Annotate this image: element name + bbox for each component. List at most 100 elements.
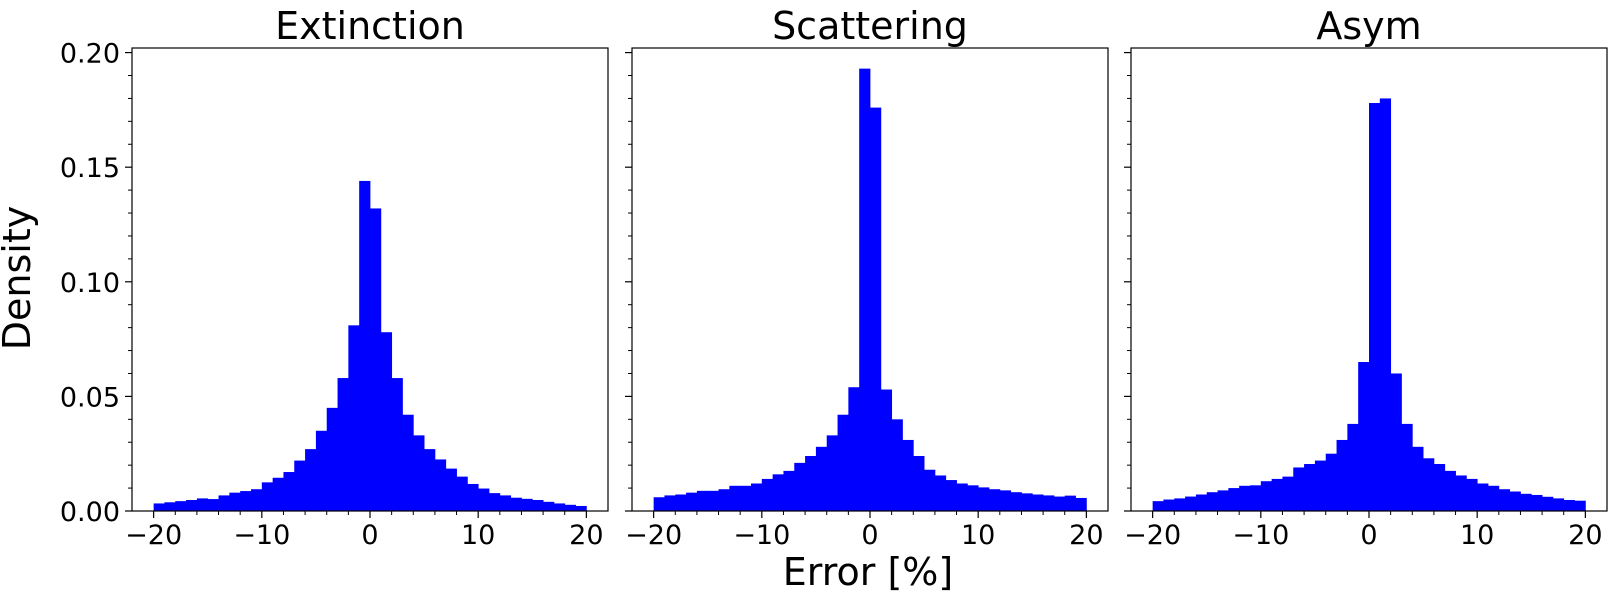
histogram-bar	[772, 474, 784, 511]
subplot-panels: Extinction −20 −10 0 10 20 0.00 0.05 0.10 0.15 0.2…	[60, 4, 1608, 551]
histogram-bar	[207, 499, 219, 511]
histogram-bar	[1314, 460, 1327, 511]
histogram-bar	[1282, 476, 1294, 511]
histogram-bar	[1509, 491, 1521, 511]
histogram-bar	[370, 208, 382, 511]
histogram-bar	[1390, 373, 1402, 511]
histogram-bar	[848, 387, 860, 511]
histogram-bar	[815, 446, 828, 511]
histogram-bar	[999, 490, 1012, 511]
histogram-bar	[1271, 478, 1283, 511]
histogram-bar	[1185, 496, 1197, 511]
histogram-bar	[251, 489, 263, 511]
histogram-bar	[696, 490, 709, 511]
histogram-bar	[1358, 362, 1370, 511]
histogram-bar	[196, 498, 209, 511]
histogram-bar	[294, 460, 306, 511]
histogram-bar	[575, 505, 587, 511]
histogram-bar	[859, 68, 871, 511]
subplot-2: Scattering −20 −10 0 10 20	[625, 4, 1109, 551]
histogram-bar	[1021, 493, 1033, 511]
histogram-bar	[348, 325, 360, 511]
histogram-bar	[1574, 500, 1586, 511]
y-axis-label: Density	[0, 206, 39, 350]
histogram-bar	[1401, 423, 1413, 511]
histogram-bar	[1206, 492, 1218, 511]
histogram-bar	[934, 475, 947, 511]
histogram-bar	[924, 469, 936, 511]
histogram-bar	[1488, 485, 1500, 511]
x-tick-label: 0	[1360, 520, 1377, 551]
histogram-bar	[956, 483, 968, 511]
histogram-bar	[1466, 478, 1478, 511]
x-tick-label: 10	[1460, 520, 1494, 551]
histogram-bar	[1563, 500, 1575, 511]
histogram-bar	[402, 414, 414, 511]
histogram-bar	[553, 503, 566, 511]
histogram-bar	[902, 439, 914, 511]
histogram-bar	[751, 483, 763, 511]
histogram-bar	[543, 501, 555, 511]
histogram-bar	[1195, 494, 1208, 511]
histogram-bar	[761, 478, 774, 511]
subplot-3: Asym −20 −10 0 10 20	[1124, 4, 1608, 551]
histogram-bar	[305, 449, 317, 511]
histogram-bar	[240, 491, 252, 511]
histogram-bar	[434, 459, 447, 511]
histogram-bar	[1369, 103, 1381, 511]
histogram-bar	[1531, 494, 1543, 511]
x-tick-label: −20	[1124, 520, 1181, 551]
histogram-bar	[1075, 497, 1087, 511]
histogram-bar	[510, 497, 522, 511]
histogram-bar	[1032, 494, 1044, 511]
histogram-bar	[283, 472, 295, 511]
histogram-bar	[1217, 490, 1229, 511]
histogram-bar	[445, 468, 457, 511]
histogram-bar	[424, 449, 436, 511]
subplot-1: Extinction −20 −10 0 10 20 0.00 0.05 0.10 0.15 0.2…	[60, 4, 609, 551]
y-tick-label: 0.20	[60, 39, 120, 70]
y-tick-label: 0.10	[60, 268, 120, 299]
histogram-bar	[164, 502, 176, 511]
histogram-bar	[413, 435, 425, 511]
histogram-bar	[1250, 485, 1262, 511]
histogram-bar	[978, 487, 990, 511]
histogram-bar	[826, 435, 838, 511]
histogram-bar	[261, 482, 274, 511]
histogram-bar	[1336, 439, 1348, 511]
histogram-bar	[1293, 467, 1305, 511]
histogram-bar	[326, 407, 338, 511]
histogram-bar	[1228, 488, 1240, 511]
histogram-bar	[153, 503, 165, 511]
histogram-bar	[489, 493, 501, 511]
histogram-bar	[1174, 498, 1186, 511]
subplot-title: Extinction	[275, 4, 465, 48]
histogram-bar	[1455, 475, 1467, 511]
histogram-bar	[1152, 501, 1164, 511]
x-tick-label: 10	[461, 520, 495, 551]
histogram-bar	[359, 180, 371, 511]
histogram-bar	[783, 470, 795, 511]
histogram-bar	[564, 504, 576, 511]
histogram-bar	[478, 488, 490, 511]
histogram-bar	[913, 455, 925, 511]
histogram-bar	[456, 476, 468, 511]
histogram-bar	[1498, 489, 1511, 511]
histogram-bar	[945, 480, 957, 511]
x-tick-label: −10	[1232, 520, 1289, 551]
histogram-bar	[391, 378, 403, 511]
histogram-bar	[1433, 464, 1446, 511]
x-tick-label: 20	[1069, 520, 1103, 551]
histogram-bar	[186, 500, 198, 511]
x-tick-label: −10	[233, 520, 290, 551]
histogram-bar	[729, 485, 741, 511]
histogram-bar	[218, 495, 230, 511]
histogram-bar	[1347, 423, 1359, 511]
histogram-bar	[1542, 496, 1554, 511]
histogram-bar	[1552, 498, 1565, 511]
histogram-bar	[805, 455, 817, 511]
histogram-bar	[740, 485, 752, 511]
histogram-bar	[967, 485, 979, 511]
histogram-bar	[499, 495, 512, 511]
x-tick-label: −20	[625, 520, 682, 551]
